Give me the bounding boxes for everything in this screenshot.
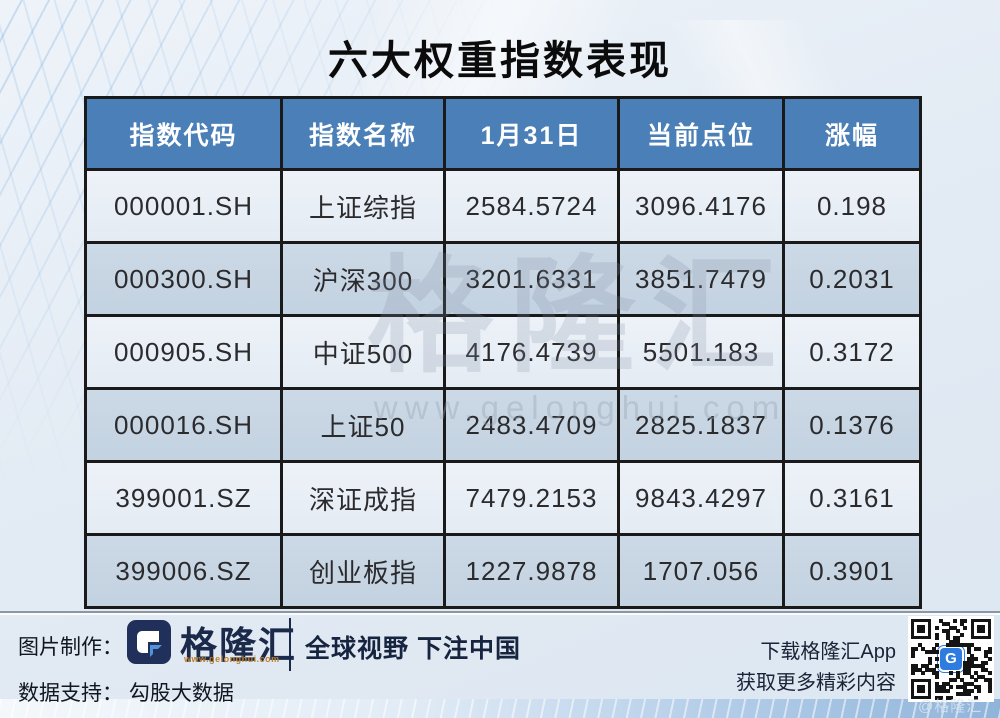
made-by-label: 图片制作： <box>18 636 123 659</box>
footer-vertical-divider <box>289 618 291 671</box>
qr-watermark: @格隆汇 <box>918 698 983 715</box>
cell-current: 2825.1837 <box>617 387 785 463</box>
qr-code: G <box>908 616 994 702</box>
qr-finder-icon <box>911 679 931 699</box>
table-body: 000001.SH 上证综指 2584.5724 3096.4176 0.198… <box>84 168 922 609</box>
header-jan31: 1月31日 <box>443 96 620 171</box>
cell-change: 0.3172 <box>782 314 922 390</box>
table-row: 399006.SZ 创业板指 1227.9878 1707.056 0.3901 <box>84 533 922 609</box>
cell-current: 5501.183 <box>617 314 785 390</box>
cell-index-code: 000300.SH <box>84 241 283 317</box>
gelonghui-wordmark: 格隆汇 <box>180 625 297 666</box>
cell-current: 1707.056 <box>617 533 785 609</box>
header-current: 当前点位 <box>617 96 785 171</box>
cell-jan31: 3201.6331 <box>443 241 620 317</box>
cell-index-name: 深证成指 <box>280 460 446 536</box>
data-support-label: 数据支持： 勾股大数据 <box>18 682 234 705</box>
cell-index-code: 399001.SZ <box>84 460 283 536</box>
qr-finder-icon <box>911 619 931 639</box>
cell-index-name: 上证50 <box>280 387 446 463</box>
table-row: 399001.SZ 深证成指 7479.2153 9843.4297 0.316… <box>84 460 922 536</box>
header-index-name: 指数名称 <box>280 96 446 171</box>
qr-finder-icon <box>971 619 991 639</box>
gelonghui-logo-icon <box>126 619 172 665</box>
cell-index-code: 000001.SH <box>84 168 283 244</box>
index-table: 指数代码 指数名称 1月31日 当前点位 涨幅 000001.SH 上证综指 2… <box>84 96 922 609</box>
cell-jan31: 1227.9878 <box>443 533 620 609</box>
cell-change: 0.3901 <box>782 533 922 609</box>
cell-change: 0.3161 <box>782 460 922 536</box>
table-header-row: 指数代码 指数名称 1月31日 当前点位 涨幅 <box>84 96 922 171</box>
cell-jan31: 2584.5724 <box>443 168 620 244</box>
cell-index-code: 000905.SH <box>84 314 283 390</box>
cell-jan31: 2483.4709 <box>443 387 620 463</box>
cell-index-name: 沪深300 <box>280 241 446 317</box>
table-row: 000905.SH 中证500 4176.4739 5501.183 0.317… <box>84 314 922 390</box>
cell-index-code: 399006.SZ <box>84 533 283 609</box>
cell-current: 3851.7479 <box>617 241 785 317</box>
cell-change: 0.2031 <box>782 241 922 317</box>
cell-change: 0.198 <box>782 168 922 244</box>
table-row: 000001.SH 上证综指 2584.5724 3096.4176 0.198 <box>84 168 922 244</box>
table-row: 000016.SH 上证50 2483.4709 2825.1837 0.137… <box>84 387 922 463</box>
cell-index-code: 000016.SH <box>84 387 283 463</box>
download-prompt: 下载格隆汇App 获取更多精彩内容 <box>736 637 896 699</box>
gelonghui-url: www.gelonghui.com <box>184 654 280 664</box>
download-line1: 下载格隆汇App <box>760 641 896 663</box>
cell-index-name: 中证500 <box>280 314 446 390</box>
cell-jan31: 4176.4739 <box>443 314 620 390</box>
cell-current: 3096.4176 <box>617 168 785 244</box>
header-index-code: 指数代码 <box>84 96 283 171</box>
cell-current: 9843.4297 <box>617 460 785 536</box>
slogan-text: 全球视野 下注中国 <box>305 635 521 663</box>
cell-change: 0.1376 <box>782 387 922 463</box>
footer-divider <box>0 611 1000 613</box>
cell-index-name: 创业板指 <box>280 533 446 609</box>
table-row: 000300.SH 沪深300 3201.6331 3851.7479 0.20… <box>84 241 922 317</box>
cell-jan31: 7479.2153 <box>443 460 620 536</box>
page-title: 六大权重指数表现 <box>328 37 672 84</box>
download-line2: 获取更多精彩内容 <box>736 672 896 694</box>
cell-index-name: 上证综指 <box>280 168 446 244</box>
header-change: 涨幅 <box>782 96 922 171</box>
qr-center-logo-icon: G <box>938 646 964 672</box>
